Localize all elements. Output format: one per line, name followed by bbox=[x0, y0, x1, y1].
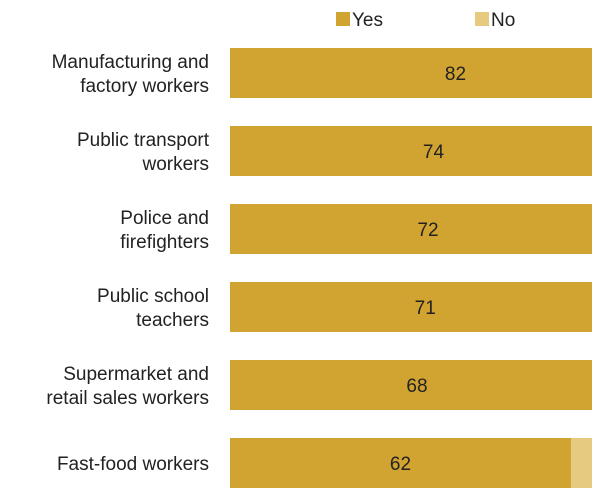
category-label-public-school-teachers: Public school teachers bbox=[97, 286, 209, 331]
bar-yes-public-transport-workers bbox=[230, 126, 592, 176]
category-label-police-and-firefighters: Police and firefighters bbox=[120, 208, 209, 253]
bar-yes-supermarket-and-retail-sales-workers bbox=[230, 360, 592, 410]
bar-yes-police-and-firefighters bbox=[230, 204, 592, 254]
legend-swatch-yes bbox=[336, 12, 350, 26]
legend-swatch-no bbox=[475, 12, 489, 26]
bar-yes-public-school-teachers bbox=[230, 282, 592, 332]
legend-label-no: No bbox=[491, 10, 515, 31]
legend-label-yes: Yes bbox=[352, 10, 383, 31]
value-label-yes-manufacturing-and-factory-workers: 82 bbox=[445, 64, 466, 85]
category-label-supermarket-and-retail-sales-workers: Supermarket and retail sales workers bbox=[46, 364, 209, 409]
category-labels: Manufacturing and factory workers Public t… bbox=[46, 52, 209, 475]
legend: Yes No bbox=[336, 10, 515, 31]
value-label-yes-supermarket-and-retail-sales-workers: 68 bbox=[406, 376, 427, 397]
bar-yes-fast-food-workers bbox=[230, 438, 571, 488]
value-label-yes-public-school-teachers: 71 bbox=[415, 298, 436, 319]
bars: 821574237225712668296235 bbox=[230, 48, 592, 488]
bar-yes-manufacturing-and-factory-workers bbox=[230, 48, 592, 98]
value-label-yes-public-transport-workers: 74 bbox=[423, 142, 445, 163]
value-label-yes-police-and-firefighters: 72 bbox=[417, 220, 438, 241]
category-label-fast-food-workers: Fast-food workers bbox=[57, 454, 209, 475]
bar-no-fast-food-workers bbox=[571, 438, 592, 488]
category-label-manufacturing-and-factory-workers: Manufacturing and factory workers bbox=[52, 52, 209, 97]
category-label-public-transport-workers: Public transport workers bbox=[77, 130, 210, 175]
value-label-yes-fast-food-workers: 62 bbox=[390, 454, 411, 475]
